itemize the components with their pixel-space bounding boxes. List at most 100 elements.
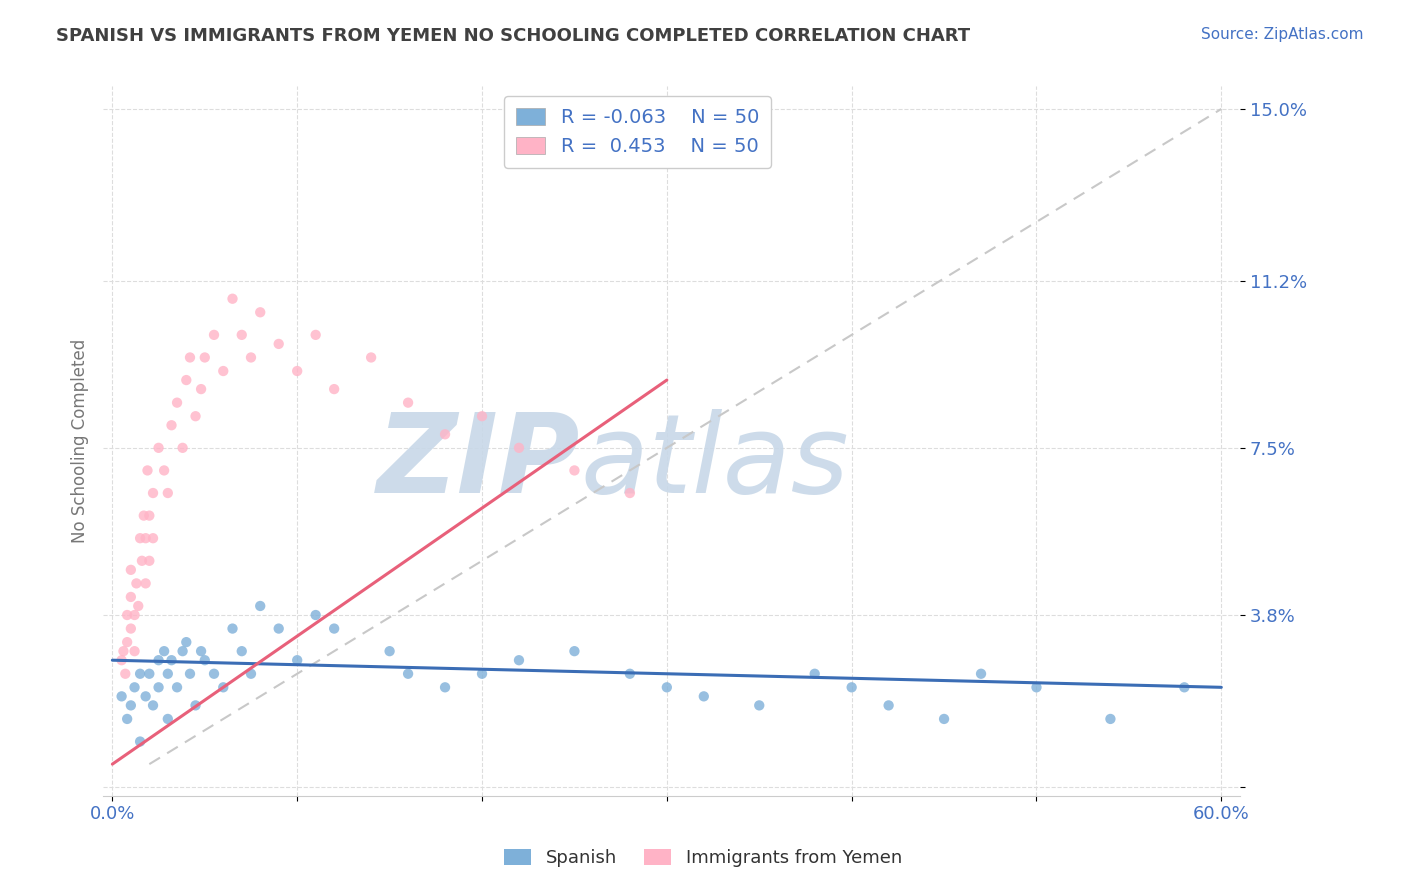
Point (129, 734, 152, 748)
Point (202, 327, 225, 342)
Point (434, 427, 457, 442)
Point (142, 486, 165, 500)
Point (240, 351, 263, 365)
Point (267, 337, 290, 351)
Point (120, 622, 142, 636)
Point (194, 351, 217, 365)
Point (153, 463, 176, 477)
Point (166, 395, 188, 409)
Point (142, 531, 165, 545)
Point (212, 681, 235, 695)
Point (160, 418, 183, 433)
Point (194, 653, 217, 667)
Point (619, 486, 641, 500)
Point (184, 698, 207, 713)
Point (142, 698, 165, 713)
Point (132, 508, 155, 523)
Point (221, 292, 243, 306)
Legend: Spanish, Immigrants from Yemen: Spanish, Immigrants from Yemen (496, 841, 910, 874)
Point (471, 409, 494, 424)
Point (508, 653, 530, 667)
Point (619, 666, 641, 681)
Point (138, 666, 160, 681)
Point (231, 327, 253, 342)
Point (305, 607, 328, 622)
Point (148, 653, 170, 667)
Point (127, 599, 149, 613)
Point (120, 563, 142, 577)
Y-axis label: No Schooling Completed: No Schooling Completed (72, 339, 89, 543)
Point (1173, 681, 1195, 695)
Point (378, 644, 401, 658)
Point (124, 607, 146, 622)
Point (970, 666, 993, 681)
Point (129, 531, 152, 545)
Point (179, 666, 201, 681)
Point (179, 351, 201, 365)
Text: SPANISH VS IMMIGRANTS FROM YEMEN NO SCHOOLING COMPLETED CORRELATION CHART: SPANISH VS IMMIGRANTS FROM YEMEN NO SCHO… (56, 27, 970, 45)
Point (135, 531, 157, 545)
Point (1025, 681, 1047, 695)
Point (396, 395, 419, 409)
Point (249, 305, 271, 319)
Point (172, 441, 194, 455)
Point (115, 607, 138, 622)
Point (176, 635, 198, 649)
Point (131, 554, 153, 568)
Point (190, 644, 212, 658)
Point (693, 690, 716, 704)
Point (138, 508, 160, 523)
Point (120, 590, 142, 604)
Point (803, 666, 825, 681)
Point (125, 576, 148, 591)
Legend: R = -0.063    N = 50, R =  0.453    N = 50: R = -0.063 N = 50, R = 0.453 N = 50 (505, 96, 770, 168)
Point (124, 644, 146, 658)
Point (135, 690, 157, 704)
Point (110, 690, 132, 704)
Point (305, 327, 328, 342)
Point (877, 698, 900, 713)
Point (115, 635, 138, 649)
Text: ZIP: ZIP (377, 409, 581, 516)
Point (136, 463, 159, 477)
Point (190, 382, 212, 396)
Point (135, 576, 157, 591)
Point (396, 666, 419, 681)
Point (166, 681, 188, 695)
Point (221, 622, 243, 636)
Point (267, 622, 290, 636)
Point (240, 666, 263, 681)
Point (176, 373, 198, 387)
Point (172, 644, 194, 658)
Point (156, 666, 179, 681)
Point (112, 644, 135, 658)
Point (160, 653, 183, 667)
Point (508, 441, 530, 455)
Point (184, 409, 207, 424)
Point (120, 698, 142, 713)
Point (212, 364, 235, 378)
Point (115, 712, 138, 726)
Text: Source: ZipAtlas.com: Source: ZipAtlas.com (1201, 27, 1364, 42)
Point (471, 666, 494, 681)
Point (285, 364, 308, 378)
Point (360, 351, 382, 365)
Point (138, 554, 160, 568)
Point (564, 463, 586, 477)
Point (285, 653, 308, 667)
Point (841, 681, 863, 695)
Point (156, 712, 179, 726)
Point (124, 681, 146, 695)
Text: atlas: atlas (581, 409, 849, 516)
Point (148, 681, 170, 695)
Point (129, 666, 152, 681)
Point (114, 666, 136, 681)
Point (202, 666, 225, 681)
Point (655, 681, 678, 695)
Point (1099, 712, 1122, 726)
Point (932, 712, 955, 726)
Point (564, 644, 586, 658)
Point (323, 622, 346, 636)
Point (148, 441, 170, 455)
Point (434, 681, 457, 695)
